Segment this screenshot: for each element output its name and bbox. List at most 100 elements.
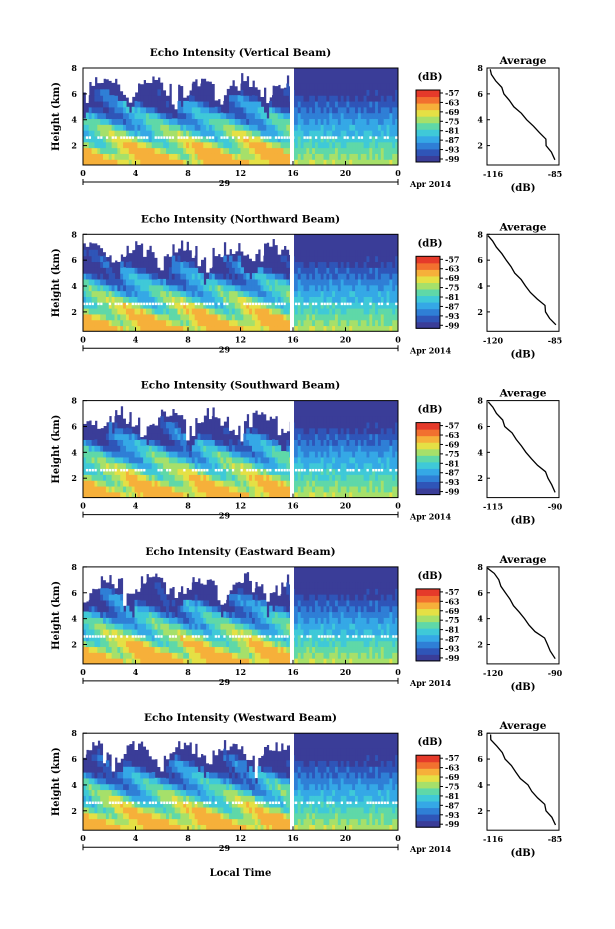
echo-cell [229,296,233,303]
echo-cell [100,474,104,481]
echo-cell [128,308,133,315]
echo-cell [377,451,382,458]
echo-cell [120,261,124,268]
echo-cell [128,273,133,280]
echo-cell [383,468,388,475]
echo-cell [234,153,239,160]
bright-band-cell [171,302,175,306]
echo-cell [223,267,227,274]
echo-cell [83,617,87,624]
echo-cell [148,445,153,452]
bright-band-cell [146,136,149,139]
profile-y-tick-label: 8 [477,396,483,406]
echo-cell [237,261,242,268]
nodata-cell [257,400,262,415]
echo-cell [171,451,176,458]
echo-cell [214,421,219,429]
echo-cell [226,427,230,435]
echo-cell [286,445,290,452]
echo-cell [357,135,362,143]
echo-cell [128,485,133,493]
echo-cell [329,147,333,154]
echo-cell [91,313,96,321]
echo-cell [186,319,190,327]
echo-cell [191,118,196,125]
bright-band-cell [323,302,326,306]
nodata-cell [263,400,267,415]
y-tick-label: 2 [71,473,77,483]
bright-band-cell [246,302,249,306]
echo-cell [194,445,199,452]
echo-cell [191,325,196,332]
echo-cell [297,124,302,131]
echo-cell [383,480,388,487]
echo-cell [180,445,184,452]
echo-cell [220,273,224,280]
echo-cell [146,153,150,160]
echo-cell [231,100,236,108]
nodata-cell [277,400,282,436]
echo-cell [134,100,139,108]
echo-cell [131,273,136,280]
panel-3: Echo Intensity (Southward Beam)2468Heigh… [51,380,563,527]
echo-cell [337,95,342,102]
echo-cell [125,325,130,332]
nodata-cell [209,400,213,420]
echo-cell [257,462,262,470]
echo-cell [357,83,362,90]
echo-cell [128,278,133,286]
echo-cell [246,480,250,487]
colorbar-swatch [416,295,440,303]
echo-cell [377,290,382,297]
echo-cell [257,456,262,464]
echo-cell [300,456,305,464]
echo-cell [375,153,379,160]
echo-cell [200,474,204,481]
echo-cell [103,290,107,297]
echo-cell [352,147,356,154]
echo-cell [303,118,307,125]
echo-cell [203,100,207,108]
echo-cell [260,445,265,452]
echo-cell [220,451,224,458]
nodata-cell [160,400,164,410]
echo-cell [146,456,150,464]
echo-cell [209,485,213,493]
echo-cell [272,118,276,125]
echo-cell [223,302,227,309]
echo-cell [223,130,227,137]
echo-cell [377,255,382,263]
echo-cell [266,439,270,446]
bright-band-cell [389,468,392,472]
echo-cell [312,427,316,435]
echo-cell [326,153,330,160]
echo-cell [123,284,127,292]
echo-cell [380,141,385,149]
echo-cell [306,106,310,114]
echo-cell [103,319,107,327]
echo-cell [352,153,356,160]
echo-cell [246,130,250,137]
echo-cell [123,135,127,143]
echo-cell [274,313,279,321]
echo-cell [280,118,285,125]
echo-cell [294,95,299,102]
nodata-cell [146,400,150,427]
echo-cell [151,462,156,470]
bright-band-cell [154,302,157,306]
echo-cell [343,427,348,435]
echo-cell [154,302,159,309]
echo-cell [134,468,139,475]
echo-cell [300,261,305,268]
echo-cell [306,89,310,96]
profile-y-tick-label: 2 [477,307,483,317]
echo-cell [269,130,273,137]
echo-cell [269,319,273,327]
echo-cell [323,83,328,90]
echo-cell [312,267,316,274]
echo-cell [140,485,144,493]
echo-cell [206,433,210,440]
echo-cell [355,124,359,131]
echo-cell [226,491,230,498]
echo-cell [134,491,139,498]
